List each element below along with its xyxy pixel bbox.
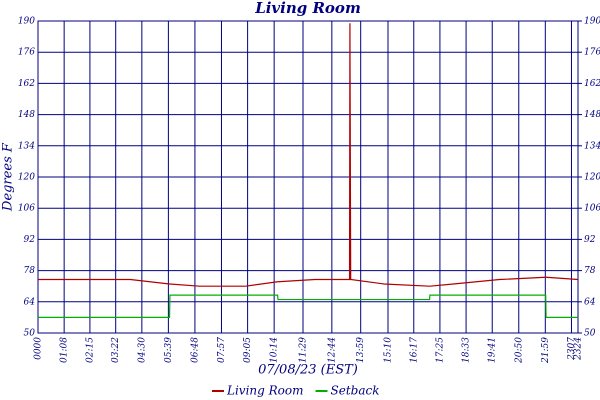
series-line [38,23,579,287]
y-tick-label: 176 [18,48,35,58]
plot-frame [37,20,579,334]
series-line [38,294,578,318]
y-tick-label: 120 [18,173,35,183]
x-tick-label: 12:44 [327,337,337,363]
y2-tick-label: 106 [584,204,600,214]
x-tick-label: 15:10 [384,337,394,363]
y-tick-label: 78 [24,266,36,276]
y-tick-label: 64 [24,297,36,307]
x-tick-label: 19:41 [488,337,498,363]
y-tick-label: 50 [24,329,36,339]
x-axis-label: 07/08/23 (EST) [258,363,358,378]
legend-label: Living Room [226,384,304,398]
y-axis-label: Degrees F [1,142,16,212]
x-tick-label: 09:05 [243,337,253,363]
x-tick-label: 17:25 [435,337,445,363]
y2-tick-label: 176 [584,48,600,58]
x-tick-label: 16:17 [409,337,419,363]
x-tick-label: 0000 [34,337,44,360]
x-tick-label: 01:08 [60,337,70,363]
x-tick-label: 02:15 [85,337,95,363]
y2-tick-label: 120 [584,173,600,183]
y-tick-label: 190 [18,17,35,27]
x-tick-label: 11:29 [299,337,309,363]
y2-tick-label: 64 [584,297,596,307]
x-tick-label: 05:39 [164,337,174,363]
y2-tick-label: 92 [584,235,596,245]
x-tick-label: 06:48 [190,337,200,363]
x-tick-label: 03:22 [111,337,121,363]
y2-tick-label: 190 [584,17,600,27]
y2-tick-label: 78 [584,266,596,276]
y-tick-label: 92 [24,235,36,245]
x-tick-label: 10:14 [270,337,280,363]
x-tick-label: 2324 [574,337,584,361]
legend-label: Setback [331,384,380,398]
x-tick-label: 2307 [567,337,577,361]
y2-tick-label: 50 [584,329,596,339]
x-tick-label: 20:50 [514,337,524,364]
y2-tick-label: 134 [584,141,600,151]
y2-tick-label: 162 [584,79,600,89]
chart-title: Living Room [254,0,361,17]
x-tick-label: 07:57 [217,337,227,363]
x-tick-label: 18:33 [462,337,472,363]
y-tick-label: 148 [18,110,35,120]
y-tick-label: 134 [18,141,35,151]
y-tick-label: 162 [18,79,35,89]
y2-tick-label: 148 [584,110,600,120]
x-tick-label: 21:59 [541,337,551,364]
x-tick-label: 04:30 [137,337,147,363]
y-tick-label: 106 [18,204,35,214]
x-tick-label: 13:59 [356,337,366,363]
